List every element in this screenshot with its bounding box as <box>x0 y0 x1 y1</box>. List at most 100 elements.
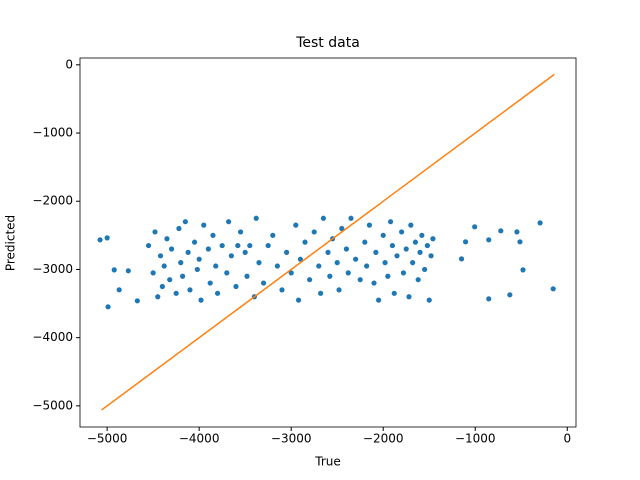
point <box>306 277 313 283</box>
point <box>380 232 386 238</box>
point <box>426 297 432 303</box>
point <box>550 286 556 292</box>
point <box>164 236 170 242</box>
point <box>196 256 202 262</box>
y-tick-label: −3000 <box>32 262 73 276</box>
point <box>400 270 407 276</box>
point <box>97 237 103 243</box>
point <box>348 215 354 221</box>
point <box>242 249 248 255</box>
point <box>316 263 322 269</box>
point <box>362 239 368 245</box>
point <box>412 239 419 245</box>
point <box>343 246 350 252</box>
point <box>214 290 221 296</box>
point <box>458 256 465 262</box>
point <box>327 273 333 279</box>
point <box>224 270 230 276</box>
point <box>399 229 405 235</box>
point <box>256 260 262 266</box>
point <box>201 222 207 228</box>
y-axis-label: Predicted <box>4 215 18 271</box>
point <box>279 287 285 293</box>
point <box>419 232 425 238</box>
point <box>295 297 302 303</box>
point <box>207 280 213 286</box>
point <box>150 270 156 276</box>
point <box>406 294 412 300</box>
x-tick-label: 0 <box>563 432 571 446</box>
point <box>228 253 234 259</box>
point <box>293 222 299 228</box>
y-tick-label: −5000 <box>32 398 73 412</box>
x-tick-label: −3000 <box>271 432 312 446</box>
point <box>270 232 276 238</box>
point <box>283 249 290 255</box>
point <box>537 220 543 226</box>
point <box>226 219 232 225</box>
y-tick-label: −2000 <box>32 194 73 208</box>
point <box>325 249 331 255</box>
point <box>364 263 370 269</box>
point <box>376 297 382 303</box>
point <box>336 287 342 293</box>
point <box>428 253 434 259</box>
point <box>410 260 416 266</box>
point <box>152 229 158 235</box>
point <box>422 266 428 273</box>
point <box>173 290 179 296</box>
point <box>311 229 317 235</box>
point <box>180 273 186 279</box>
point <box>265 242 271 249</box>
line <box>101 73 555 411</box>
point <box>394 253 400 259</box>
point <box>430 236 436 242</box>
point <box>353 256 359 262</box>
point <box>514 229 520 235</box>
x-tick-label: −1000 <box>455 432 496 446</box>
point <box>507 292 513 298</box>
point <box>371 280 377 286</box>
y-tick-label: 0 <box>65 57 73 71</box>
point <box>373 249 379 255</box>
point <box>260 280 267 286</box>
x-tick-label: −4000 <box>179 432 220 446</box>
point <box>105 304 111 310</box>
point <box>104 235 110 241</box>
point <box>213 263 219 269</box>
point <box>357 277 363 283</box>
x-axis-label: True <box>314 455 341 469</box>
point <box>157 253 164 259</box>
point <box>424 242 430 249</box>
point <box>233 283 239 290</box>
point <box>389 242 396 249</box>
point <box>417 249 423 255</box>
x-tick-label: −5000 <box>87 432 128 446</box>
point <box>472 224 478 230</box>
point <box>382 260 388 266</box>
axes-frame <box>79 57 577 428</box>
point <box>159 283 165 290</box>
point <box>339 225 345 232</box>
point <box>182 219 188 225</box>
point <box>415 277 421 283</box>
point <box>274 263 280 269</box>
point <box>191 239 198 245</box>
x-tick-label: −2000 <box>363 432 404 446</box>
point <box>486 296 492 302</box>
point <box>385 273 391 279</box>
point <box>253 215 259 221</box>
point <box>408 222 414 228</box>
point <box>237 229 244 235</box>
point <box>205 246 211 252</box>
point <box>387 219 394 225</box>
point <box>235 242 241 249</box>
point <box>244 273 250 279</box>
y-tick-label: −1000 <box>32 126 73 140</box>
chart-title: Test data <box>295 35 360 51</box>
point <box>520 267 526 273</box>
point <box>185 249 191 255</box>
point <box>318 290 324 296</box>
